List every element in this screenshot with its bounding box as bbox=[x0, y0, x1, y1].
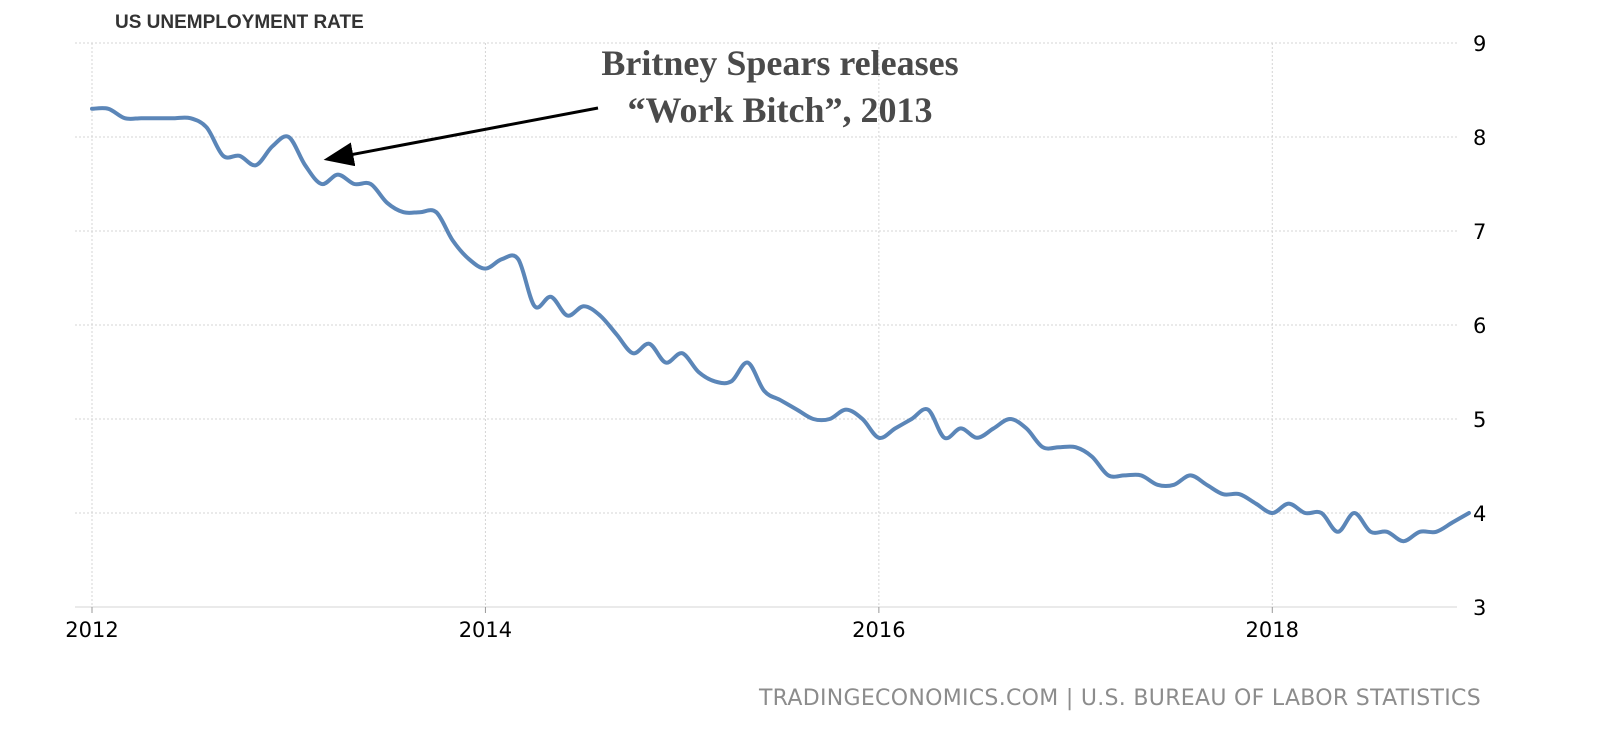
series-layer bbox=[90, 106, 1471, 544]
x-tick-label: 2014 bbox=[459, 618, 512, 642]
y-tick-label: 5 bbox=[1473, 408, 1486, 432]
y-tick-label: 7 bbox=[1473, 220, 1486, 244]
annotation-arrow bbox=[323, 106, 599, 167]
x-tick-label: 2016 bbox=[852, 618, 905, 642]
annotation-line-1: Britney Spears releases bbox=[601, 43, 958, 83]
axes: 3 4 5 6 7 8 9 2012 2014 2016 2018 bbox=[65, 32, 1486, 642]
series-line bbox=[90, 106, 1471, 544]
chart-title: US UNEMPLOYMENT RATE bbox=[115, 12, 364, 33]
source-credit: TRADINGECONOMICS.COM | U.S. BUREAU OF LA… bbox=[758, 686, 1481, 711]
x-tick-label: 2018 bbox=[1246, 618, 1299, 642]
y-tick-label: 8 bbox=[1473, 126, 1486, 150]
y-tick-label: 4 bbox=[1473, 502, 1486, 526]
annotation-line-2: “Work Bitch”, 2013 bbox=[627, 90, 932, 130]
y-tick-label: 9 bbox=[1473, 32, 1486, 56]
x-tick-label: 2012 bbox=[65, 618, 118, 642]
annotation: Britney Spears releases “Work Bitch”, 20… bbox=[323, 43, 959, 167]
y-tick-label: 3 bbox=[1473, 596, 1486, 620]
y-tick-label: 6 bbox=[1473, 314, 1486, 338]
